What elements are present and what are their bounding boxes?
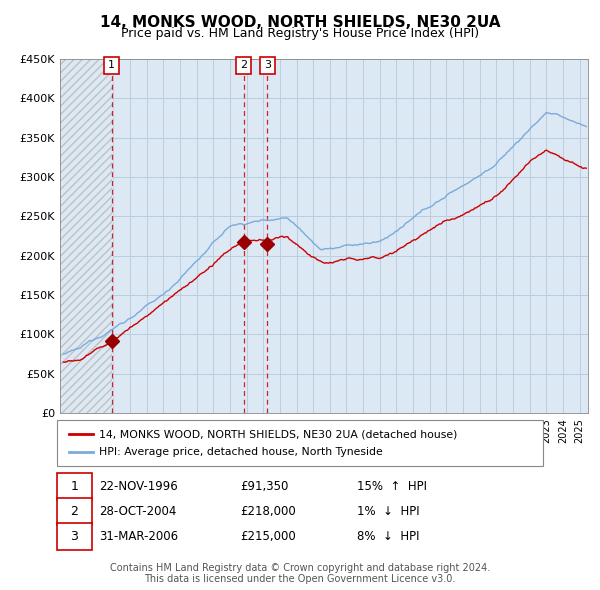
Text: £218,000: £218,000 (240, 505, 296, 518)
Text: 14, MONKS WOOD, NORTH SHIELDS, NE30 2UA (detached house): 14, MONKS WOOD, NORTH SHIELDS, NE30 2UA … (99, 430, 457, 440)
Text: 1: 1 (108, 60, 115, 70)
Text: 2: 2 (70, 505, 79, 518)
Text: Price paid vs. HM Land Registry's House Price Index (HPI): Price paid vs. HM Land Registry's House … (121, 27, 479, 40)
Text: 8%  ↓  HPI: 8% ↓ HPI (357, 530, 419, 543)
Text: HPI: Average price, detached house, North Tyneside: HPI: Average price, detached house, Nort… (99, 447, 383, 457)
Bar (60, 59, 112, 413)
Text: 28-OCT-2004: 28-OCT-2004 (99, 505, 176, 518)
Text: This data is licensed under the Open Government Licence v3.0.: This data is licensed under the Open Gov… (145, 575, 455, 584)
Bar (60, 59, 112, 413)
Text: £91,350: £91,350 (240, 480, 289, 493)
Text: 14, MONKS WOOD, NORTH SHIELDS, NE30 2UA: 14, MONKS WOOD, NORTH SHIELDS, NE30 2UA (100, 15, 500, 30)
Text: 22-NOV-1996: 22-NOV-1996 (99, 480, 178, 493)
Text: Contains HM Land Registry data © Crown copyright and database right 2024.: Contains HM Land Registry data © Crown c… (110, 563, 490, 572)
Text: £215,000: £215,000 (240, 530, 296, 543)
Text: 15%  ↑  HPI: 15% ↑ HPI (357, 480, 427, 493)
Text: 1%  ↓  HPI: 1% ↓ HPI (357, 505, 419, 518)
Text: 3: 3 (264, 60, 271, 70)
Text: 2: 2 (240, 60, 247, 70)
Text: 1: 1 (70, 480, 79, 493)
Text: 3: 3 (70, 530, 79, 543)
Text: 31-MAR-2006: 31-MAR-2006 (99, 530, 178, 543)
